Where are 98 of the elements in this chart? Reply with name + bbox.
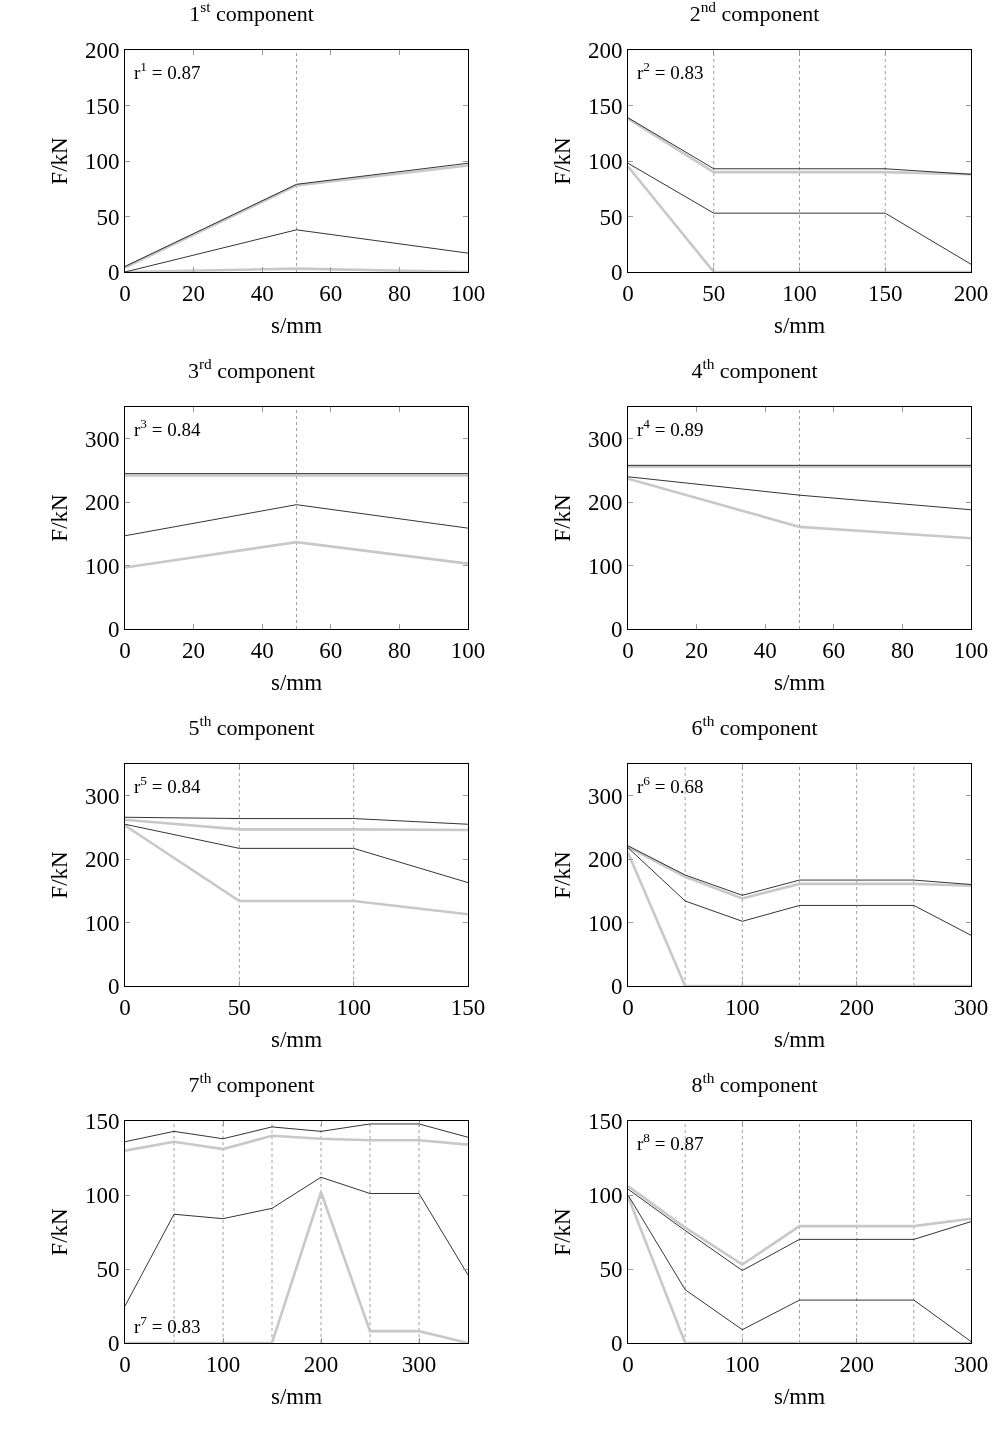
y-tick-label: 0	[107, 617, 120, 643]
x-tick-label: 200	[839, 994, 874, 1020]
y-axis-title: F/kN	[550, 1207, 576, 1256]
annotation: r$^{4}$ = 0.89	[637, 416, 704, 440]
x-tick-label: 100	[725, 994, 760, 1020]
x-tick-label: 100	[782, 280, 817, 306]
y-tick-label: 0	[610, 617, 623, 643]
x-tick-label: 80	[387, 280, 411, 306]
chart-title: 2$^{nd}$ component	[689, 0, 820, 26]
y-tick-label: 100	[587, 910, 623, 936]
x-tick-label: 100	[450, 280, 486, 306]
y-tick-label: 300	[587, 783, 623, 809]
line-series	[125, 1134, 468, 1152]
y-axis-title: F/kN	[550, 850, 576, 899]
x-tick-label: 50	[227, 994, 251, 1020]
y-axis-title: F/kN	[550, 136, 576, 185]
x-tick-label: 200	[953, 280, 989, 306]
x-axis-title: s/mm	[773, 670, 826, 696]
y-axis-title: F/kN	[47, 1207, 73, 1256]
annotation: r$^{8}$ = 0.87	[637, 1130, 704, 1154]
y-axis-title: F/kN	[47, 493, 73, 542]
chart-title: 8$^{th}$ component	[691, 1068, 818, 1097]
annotation: r$^{5}$ = 0.84	[134, 773, 201, 797]
x-tick-label: 50	[702, 280, 726, 306]
y-tick-label: 200	[84, 38, 120, 64]
annotation: r$^{3}$ = 0.84	[134, 416, 201, 440]
y-tick-label: 200	[84, 847, 120, 873]
x-tick-label: 80	[890, 637, 914, 663]
y-tick-label: 300	[587, 426, 623, 452]
x-axis-title: s/mm	[270, 1027, 323, 1053]
y-tick-label: 0	[107, 260, 120, 286]
y-tick-label: 200	[587, 847, 623, 873]
y-tick-label: 100	[587, 1183, 623, 1209]
y-axis-title: F/kN	[550, 493, 576, 542]
x-tick-label: 60	[319, 280, 343, 306]
x-tick-label: 40	[753, 637, 777, 663]
y-tick-label: 0	[610, 974, 623, 1000]
y-tick-label: 100	[587, 553, 623, 579]
y-tick-label: 50	[96, 1257, 120, 1283]
chart-title: 1$^{st}$ component	[189, 0, 314, 26]
y-tick-label: 0	[610, 260, 623, 286]
x-tick-label: 100	[450, 637, 486, 663]
x-tick-label: 100	[205, 1351, 241, 1377]
x-tick-label: 100	[953, 637, 989, 663]
x-axis-title: s/mm	[270, 313, 323, 339]
y-tick-label: 50	[599, 1257, 623, 1283]
chart-title: 4$^{th}$ component	[691, 354, 818, 383]
y-tick-label: 100	[84, 1183, 120, 1209]
x-tick-label: 20	[182, 280, 206, 306]
x-tick-label: 300	[953, 1351, 989, 1377]
y-tick-label: 100	[84, 553, 120, 579]
y-tick-label: 300	[84, 783, 120, 809]
y-tick-label: 100	[84, 910, 120, 936]
x-tick-label: 80	[387, 637, 411, 663]
chart-title: 5$^{th}$ component	[188, 711, 315, 740]
x-axis-title: s/mm	[773, 1027, 826, 1053]
y-tick-label: 0	[107, 1331, 120, 1357]
y-tick-label: 0	[107, 974, 120, 1000]
y-tick-label: 50	[96, 204, 120, 230]
y-tick-label: 100	[84, 149, 120, 175]
x-axis-title: s/mm	[270, 1384, 323, 1410]
y-tick-label: 200	[587, 490, 623, 516]
chart-title: 6$^{th}$ component	[691, 711, 818, 740]
x-axis-title: s/mm	[773, 313, 826, 339]
y-axis-title: F/kN	[47, 136, 73, 185]
y-tick-label: 200	[587, 38, 623, 64]
annotation: r$^{1}$ = 0.87	[134, 59, 201, 83]
x-tick-label: 20	[182, 637, 206, 663]
x-tick-label: 150	[450, 994, 486, 1020]
x-tick-label: 60	[319, 637, 343, 663]
x-tick-label: 40	[250, 637, 274, 663]
annotation: r$^{7}$ = 0.83	[134, 1313, 201, 1337]
chart-title: 7$^{th}$ component	[188, 1068, 315, 1097]
x-tick-label: 200	[303, 1351, 339, 1377]
x-tick-label: 60	[822, 637, 846, 663]
y-tick-label: 100	[587, 149, 623, 175]
y-axis-title: F/kN	[47, 850, 73, 899]
y-tick-label: 50	[599, 204, 623, 230]
y-tick-label: 150	[84, 93, 120, 119]
x-axis-title: s/mm	[773, 1384, 826, 1410]
x-tick-label: 20	[685, 637, 709, 663]
x-tick-label: 300	[953, 994, 989, 1020]
y-tick-label: 150	[587, 1109, 623, 1135]
x-tick-label: 40	[250, 280, 274, 306]
y-tick-label: 150	[84, 1109, 120, 1135]
x-tick-label: 200	[839, 1351, 874, 1377]
x-tick-label: 300	[401, 1351, 437, 1377]
x-axis-title: s/mm	[270, 670, 323, 696]
chart-title: 3$^{rd}$ component	[187, 354, 316, 383]
x-tick-label: 100	[725, 1351, 760, 1377]
y-tick-label: 0	[610, 1331, 623, 1357]
y-tick-label: 300	[84, 426, 120, 452]
annotation: r$^{2}$ = 0.83	[637, 59, 704, 83]
y-tick-label: 200	[84, 490, 120, 516]
annotation: r$^{6}$ = 0.68	[637, 773, 704, 797]
x-tick-label: 100	[336, 994, 371, 1020]
y-tick-label: 150	[587, 93, 623, 119]
x-tick-label: 150	[868, 280, 903, 306]
